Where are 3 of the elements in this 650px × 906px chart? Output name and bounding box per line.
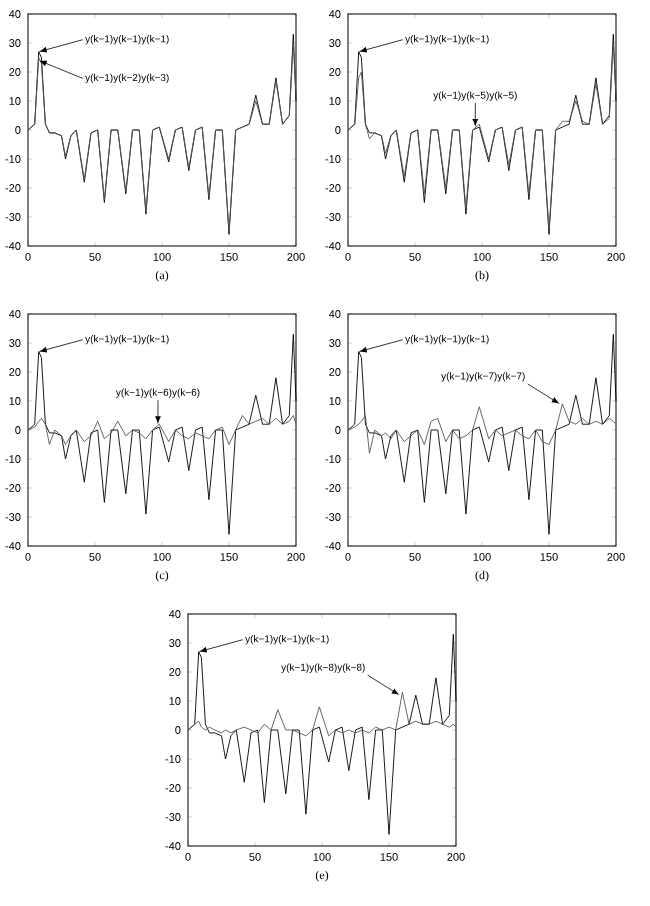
- line-series: [27, 415, 297, 445]
- line-series: [187, 691, 457, 737]
- line-series: [347, 403, 617, 454]
